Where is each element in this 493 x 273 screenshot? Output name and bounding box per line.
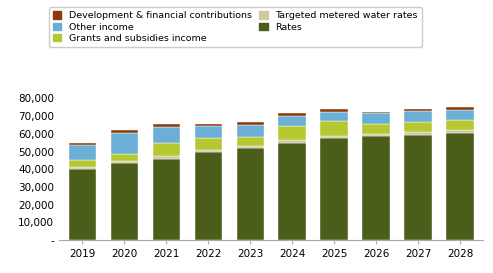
Bar (110, 154, 138, 161)
Bar (69, 145, 96, 160)
Bar (237, 146, 264, 148)
Bar (446, 110, 474, 120)
Bar (320, 112, 348, 121)
Bar (446, 107, 474, 110)
Bar (69, 143, 96, 145)
Bar (110, 133, 138, 154)
Bar (404, 109, 432, 111)
Bar (404, 122, 432, 132)
Legend: Development & financial contributions, Other income, Grants and subsidies income: Development & financial contributions, O… (49, 7, 422, 47)
Bar (279, 140, 306, 143)
Bar (195, 126, 222, 138)
Bar (362, 113, 390, 124)
Bar (279, 113, 306, 116)
Bar (69, 169, 96, 240)
Bar (195, 150, 222, 152)
Bar (362, 112, 390, 113)
Bar (279, 116, 306, 126)
Bar (320, 138, 348, 240)
Bar (69, 160, 96, 167)
Bar (237, 122, 264, 125)
Bar (110, 130, 138, 133)
Bar (152, 127, 180, 143)
Bar (237, 137, 264, 146)
Bar (446, 120, 474, 130)
Bar (110, 163, 138, 240)
Bar (320, 121, 348, 136)
Bar (362, 134, 390, 136)
Bar (362, 136, 390, 240)
Bar (152, 156, 180, 159)
Bar (195, 138, 222, 150)
Bar (446, 130, 474, 133)
Bar (279, 143, 306, 240)
Bar (404, 111, 432, 122)
Bar (69, 167, 96, 169)
Bar (152, 159, 180, 240)
Bar (195, 124, 222, 126)
Bar (110, 161, 138, 163)
Bar (404, 132, 432, 135)
Bar (152, 143, 180, 156)
Bar (152, 124, 180, 127)
Bar (320, 109, 348, 112)
Bar (446, 133, 474, 240)
Bar (279, 126, 306, 140)
Bar (237, 148, 264, 240)
Bar (237, 125, 264, 137)
Bar (362, 124, 390, 134)
Bar (404, 135, 432, 240)
Bar (320, 135, 348, 138)
Bar (195, 152, 222, 240)
